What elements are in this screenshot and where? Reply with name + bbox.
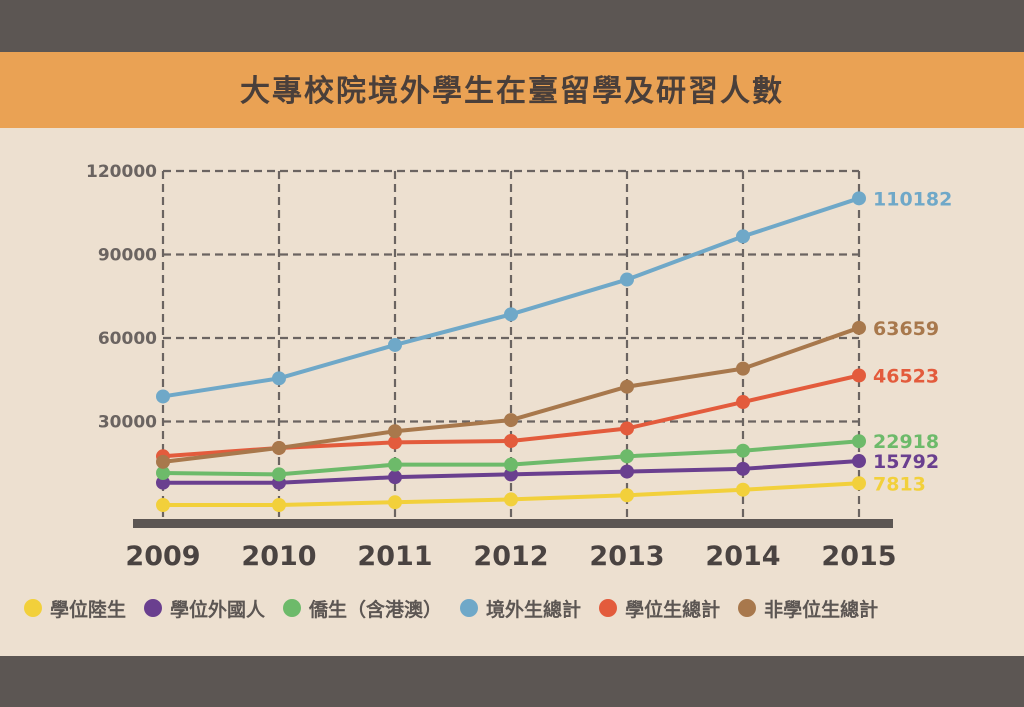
data-point [852, 191, 866, 206]
chart-title: 大專校院境外學生在臺留學及研習人數 [240, 74, 784, 109]
legend-label: 僑生（含港澳） [309, 598, 443, 621]
data-point [620, 272, 634, 287]
data-point [852, 454, 866, 469]
data-point [388, 424, 402, 439]
end-value-label: 63659 [873, 318, 939, 340]
data-point [388, 337, 402, 352]
data-point [272, 498, 286, 512]
legend-item: 學位陸生 [24, 595, 126, 622]
data-point [388, 435, 402, 450]
top-bar [0, 0, 1024, 52]
end-value-label: 46523 [873, 366, 939, 388]
data-point [620, 379, 634, 394]
data-point [736, 461, 750, 476]
legend-label: 學位生總計 [625, 598, 721, 621]
data-point [504, 457, 518, 472]
data-point [388, 457, 402, 472]
data-point [272, 440, 286, 455]
legend-item: 非學位生總計 [738, 595, 878, 622]
x-axis-baseline [133, 519, 893, 528]
data-point [504, 307, 518, 322]
legend-label: 非學位生總計 [764, 598, 879, 621]
legend-item: 境外生總計 [460, 595, 581, 622]
x-tick-label: 2009 [125, 541, 200, 572]
end-value-label: 22918 [873, 431, 939, 453]
data-point [736, 443, 750, 458]
data-point [736, 229, 750, 244]
legend-swatch [24, 599, 42, 617]
data-point [736, 395, 750, 410]
legend-swatch [283, 599, 302, 617]
y-tick-label: 90000 [98, 246, 157, 266]
bottom-bar [0, 656, 1024, 707]
x-tick-label: 2011 [357, 541, 432, 572]
data-point [272, 467, 286, 482]
y-tick-label: 30000 [98, 413, 157, 433]
y-tick-label: 120000 [86, 162, 157, 182]
legend-item: 僑生（含港澳） [283, 595, 442, 622]
line-chart: 30000 60000 90000 120000 2009 2010 2011 2012 201… [86, 162, 952, 572]
data-point [504, 467, 518, 482]
data-point [620, 488, 634, 503]
legend-swatch [738, 599, 757, 617]
data-point [620, 421, 634, 436]
data-point [736, 361, 750, 376]
legend-item: 學位外國人 [144, 595, 265, 622]
x-tick-label: 2012 [473, 541, 548, 572]
x-tick-label: 2014 [705, 541, 780, 572]
legend: 學位陸生 學位外國人 僑生（含港澳） 境外生總計 學位生總計 非學位生總計 [24, 595, 896, 621]
data-point [388, 470, 402, 485]
data-point [156, 389, 170, 404]
end-value-label: 15792 [873, 451, 939, 473]
data-point [620, 449, 634, 464]
data-point [620, 464, 634, 479]
x-tick-label: 2013 [589, 541, 664, 572]
title-band: 大專校院境外學生在臺留學及研習人數 [0, 52, 1024, 128]
legend-swatch [144, 599, 163, 617]
data-point [504, 433, 518, 448]
x-tick-label: 2015 [821, 541, 896, 572]
end-value-label: 7813 [873, 473, 926, 495]
data-point [504, 492, 518, 507]
data-point [852, 320, 866, 335]
data-point [156, 454, 170, 469]
data-point [388, 495, 402, 510]
data-point [156, 498, 170, 512]
data-point [736, 482, 750, 497]
data-point [272, 371, 286, 386]
x-tick-label: 2010 [241, 541, 316, 572]
legend-label: 學位陸生 [50, 598, 127, 621]
data-point [156, 465, 170, 480]
data-point [156, 475, 170, 490]
data-point [852, 434, 866, 449]
legend-label: 學位外國人 [170, 598, 266, 621]
legend-label: 境外生總計 [486, 598, 582, 621]
data-point [852, 476, 866, 491]
chart-area: 30000 60000 90000 120000 2009 2010 2011 2012 201… [0, 128, 1024, 656]
data-point [504, 413, 518, 428]
end-value-label: 110182 [873, 188, 952, 210]
legend-swatch [460, 599, 479, 617]
legend-swatch [599, 599, 618, 617]
y-tick-label: 60000 [98, 329, 157, 349]
legend-item: 學位生總計 [599, 595, 720, 622]
data-point [852, 368, 866, 383]
